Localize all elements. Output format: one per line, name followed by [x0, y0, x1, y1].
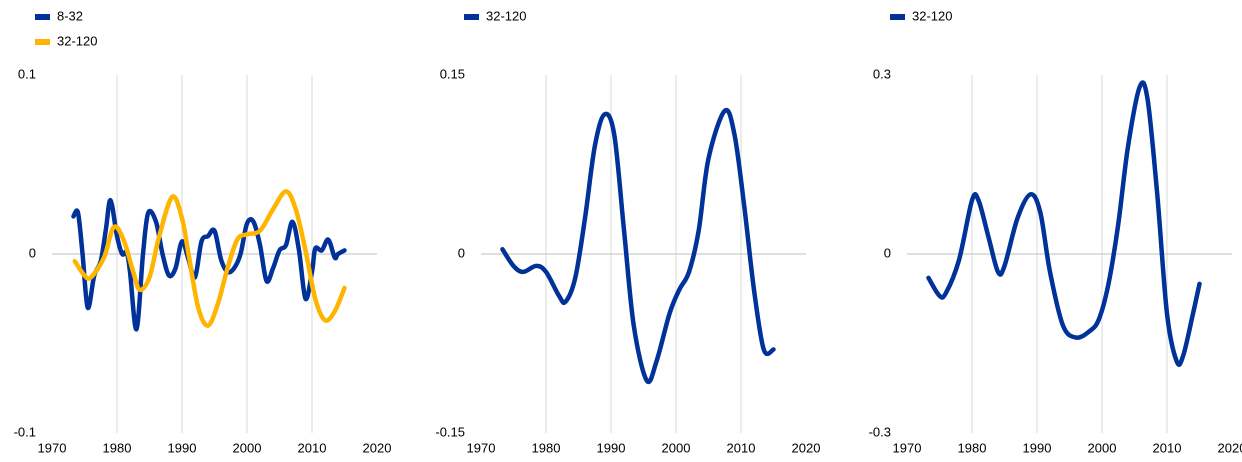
x-tick-label: 1980: [103, 440, 132, 455]
y-tick-label: 0: [884, 245, 891, 260]
legend-swatch: [35, 39, 50, 45]
x-tick-label: 2000: [233, 440, 262, 455]
legend-swatch: [890, 14, 905, 20]
legend-swatch: [464, 14, 479, 20]
x-tick-label: 1980: [532, 440, 561, 455]
x-tick-label: 1990: [1023, 440, 1052, 455]
x-tick-label: 1990: [168, 440, 197, 455]
y-tick-label: 0.1: [18, 66, 36, 81]
x-tick-label: 2000: [662, 440, 691, 455]
y-tick-label: -0.1: [14, 424, 36, 439]
series-line: [71, 198, 347, 332]
y-tick-label: 0: [29, 245, 36, 260]
x-tick-label: 1980: [958, 440, 987, 455]
y-tick-label: 0: [458, 245, 465, 260]
x-tick-label: 1970: [38, 440, 67, 455]
y-tick-label: 0.3: [873, 66, 891, 81]
y-tick-label: -0.3: [869, 424, 891, 439]
x-tick-label: 2020: [363, 440, 392, 455]
x-tick-label: 1970: [893, 440, 922, 455]
series-line: [926, 80, 1202, 367]
x-tick-label: 2010: [727, 440, 756, 455]
series-line: [500, 107, 776, 385]
x-tick-label: 2020: [1218, 440, 1242, 455]
series-line: [72, 189, 347, 328]
x-tick-label: 2010: [298, 440, 327, 455]
legend-label: 8-32: [57, 8, 83, 23]
legend-label: 32-120: [486, 8, 526, 23]
y-tick-label: 0.15: [440, 66, 465, 81]
legend-swatch: [35, 14, 50, 20]
legend-label: 32-120: [912, 8, 952, 23]
y-tick-label: -0.15: [435, 424, 465, 439]
legend-label: 32-120: [57, 33, 97, 48]
x-tick-label: 1970: [467, 440, 496, 455]
x-tick-label: 2010: [1153, 440, 1182, 455]
x-tick-label: 1990: [597, 440, 626, 455]
x-tick-label: 2020: [792, 440, 821, 455]
x-tick-label: 2000: [1088, 440, 1117, 455]
